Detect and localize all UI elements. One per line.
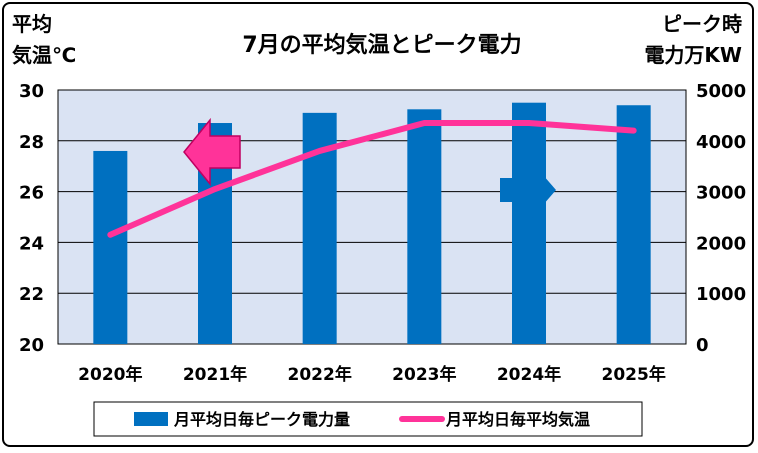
legend-box — [93, 401, 643, 437]
chart-svg: 7月の平均気温とピーク電力 平均 気温℃ ピーク時 電力万KW 30 5000 28… — [12, 12, 746, 437]
y-right-tick: 3000 — [696, 183, 746, 204]
y-left-tick: 30 — [19, 81, 44, 102]
x-tick: 2025年 — [602, 364, 666, 385]
chart-frame: 7月の平均気温とピーク電力 平均 気温℃ ピーク時 電力万KW 30 5000 28… — [2, 2, 754, 447]
y-left-tick: 24 — [19, 233, 44, 254]
y-left-label-line2: 気温℃ — [12, 43, 76, 67]
y-right-tick: 4000 — [696, 132, 746, 153]
y-right-label-line2: 電力万KW — [644, 43, 742, 67]
y-left-tick: 26 — [19, 183, 44, 204]
legend-bar-swatch — [134, 412, 168, 426]
temperature-line — [107, 120, 637, 238]
left-arrow-annotation — [183, 117, 241, 187]
y-right-tick: 5000 — [696, 81, 746, 102]
y-right-tick: 0 — [696, 335, 709, 356]
bar — [407, 109, 442, 344]
y-left-tick: 28 — [19, 132, 44, 153]
y-right-tick: 1000 — [696, 284, 746, 305]
y-left-label-line1: 平均 — [12, 12, 52, 36]
bar — [512, 102, 546, 344]
y-left-tick: 20 — [19, 335, 44, 356]
x-tick: 2021年 — [183, 364, 247, 385]
bar — [93, 150, 128, 344]
legend-line-label: 月平均日毎平均気温 — [445, 410, 590, 429]
bar — [616, 105, 651, 345]
x-tick: 2024年 — [497, 364, 561, 385]
y-right-tick: 2000 — [696, 233, 746, 254]
y-right-label-line1: ピーク時 — [662, 12, 742, 36]
plot-layer: 30 5000 28 4000 26 3000 24 2000 22 1000 20 0 2020年 20… — [19, 81, 746, 385]
legend: 月平均日毎ピーク電力量 月平均日毎平均気温 — [93, 401, 643, 437]
x-tick: 2022年 — [288, 364, 352, 385]
y-left-tick: 22 — [19, 284, 44, 305]
x-tick: 2023年 — [392, 364, 456, 385]
plot-area — [57, 89, 687, 345]
right-arrow-annotation — [500, 160, 556, 220]
x-tick: 2020年 — [78, 364, 142, 385]
chart-title: 7月の平均気温とピーク電力 — [242, 32, 521, 58]
legend-bar-label: 月平均日毎ピーク電力量 — [173, 410, 350, 429]
